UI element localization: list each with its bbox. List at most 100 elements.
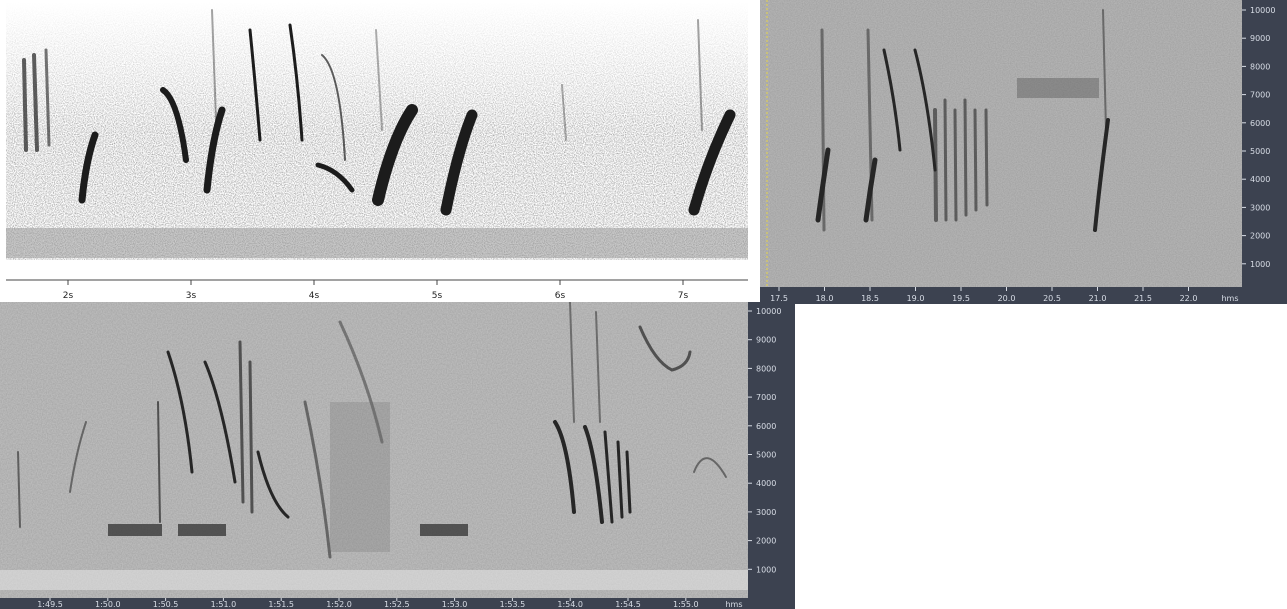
call-b-6 xyxy=(913,48,937,172)
time-tick-label-b: 22.0 xyxy=(1180,294,1198,303)
time-tick-label-b: 20.5 xyxy=(1043,294,1061,303)
call-a-15 xyxy=(375,29,383,131)
spectrogram-b-band xyxy=(1017,78,1099,98)
call-c-3 xyxy=(420,524,468,536)
time-tick-label-c: 1:50.5 xyxy=(153,600,179,609)
spectrogram-a-calls xyxy=(22,9,736,216)
call-b-12 xyxy=(984,108,989,207)
spectrogram-a-time-axis: 2s 3s 4s 5s 6s 7s xyxy=(63,280,689,300)
freq-tick-label-c: 1000 xyxy=(756,565,776,574)
call-c-14 xyxy=(625,450,632,514)
call-b-9 xyxy=(953,108,958,222)
spectrogram-b-time-axis: 17.5 18.0 18.5 19.0 19.5 20.0 20.5 21.0 21.5 22.0… xyxy=(770,287,1239,303)
time-tick-label-b: 21.0 xyxy=(1089,294,1107,303)
time-tick-label-a: 3s xyxy=(186,291,197,300)
call-c-12 xyxy=(603,430,614,524)
spectrogram-b-noise xyxy=(760,0,1242,287)
call-c-21 xyxy=(569,302,575,423)
call-c-16 xyxy=(17,451,21,528)
freq-tick-label-c: 7000 xyxy=(756,393,776,402)
time-tick-label-c: 1:50.0 xyxy=(95,600,121,609)
freq-tick-label-b: 3000 xyxy=(1250,203,1270,212)
call-b-5 xyxy=(882,48,902,152)
call-c-17 xyxy=(69,421,87,493)
freq-tick-label-c: 5000 xyxy=(756,451,776,460)
call-a-13 xyxy=(688,109,736,216)
empty-area xyxy=(795,304,1287,609)
call-a-1 xyxy=(22,58,28,152)
call-a-9 xyxy=(315,162,355,193)
spectrogram-panel-a: 2s 3s 4s 5s 6s 7s xyxy=(0,0,760,300)
time-tick-label-a: 6s xyxy=(555,291,566,300)
call-a-16 xyxy=(697,19,703,131)
spectrogram-c-freq-axis: 10000 9000 8000 7000 6000 5000 4000 3000 2000 100… xyxy=(748,307,781,574)
spectrogram-c-noise-burst xyxy=(330,402,390,552)
call-c-4 xyxy=(166,350,194,474)
time-tick-label-b: 20.0 xyxy=(998,294,1016,303)
spectrogram-a-low-band xyxy=(6,228,748,258)
call-a-12 xyxy=(440,109,478,216)
call-b-14 xyxy=(1102,9,1107,131)
call-c-1 xyxy=(108,524,162,536)
freq-tick-label-b: 4000 xyxy=(1250,175,1270,184)
call-a-14 xyxy=(211,9,217,121)
time-tick-label-c: 1:49.5 xyxy=(37,600,63,609)
time-tick-label-b: 18.0 xyxy=(816,294,834,303)
freq-tick-label-c: 10000 xyxy=(756,307,781,316)
call-b-7 xyxy=(933,108,938,222)
freq-tick-label-b: 10000 xyxy=(1250,6,1275,15)
call-a-10 xyxy=(321,54,346,161)
time-tick-label-c: 1:51.5 xyxy=(268,600,294,609)
call-a-5 xyxy=(160,87,189,163)
call-c-9 xyxy=(256,450,290,519)
call-c-10 xyxy=(553,420,576,514)
time-tick-label-a: 2s xyxy=(63,291,74,300)
spectrogram-a-svg: 2s 3s 4s 5s 6s 7s xyxy=(6,2,748,300)
call-b-13 xyxy=(1093,118,1110,232)
call-c-5 xyxy=(203,360,237,484)
spectrogram-panel-c: 1:49.5 1:50.0 1:50.5 1:51.0 1:51.5 1:52.0 1:52… xyxy=(0,302,795,609)
spectrogram-c-svg: 1:49.5 1:50.0 1:50.5 1:51.0 1:51.5 1:52.0 1:52… xyxy=(0,302,795,609)
call-a-11 xyxy=(372,104,418,206)
spectrogram-c-time-axis: 1:49.5 1:50.0 1:50.5 1:51.0 1:51.5 1:52.0 1:52… xyxy=(37,598,743,609)
time-tick-label-a: 7s xyxy=(678,291,689,300)
call-a-17 xyxy=(561,84,567,141)
time-tick-label-b: 21.5 xyxy=(1134,294,1152,303)
time-tick-label-c: 1:52.0 xyxy=(326,600,352,609)
freq-tick-label-b: 6000 xyxy=(1250,119,1270,128)
spectrogram-b-freq-axis: 10000 9000 8000 7000 6000 5000 4000 3000 2000 100… xyxy=(1242,6,1275,269)
time-tick-label-b: 17.5 xyxy=(770,294,788,303)
freq-tick-label-b: 1000 xyxy=(1250,260,1270,269)
freq-tick-label-c: 9000 xyxy=(756,336,776,345)
spectrogram-a-fade xyxy=(6,2,748,132)
spectrogram-c-freq-bar xyxy=(748,302,795,609)
freq-tick-label-c: 6000 xyxy=(756,422,776,431)
call-c-18 xyxy=(693,457,727,478)
call-c-15 xyxy=(638,325,692,372)
freq-tick-label-c: 4000 xyxy=(756,479,776,488)
call-c-2 xyxy=(178,524,226,536)
freq-tick-label-b: 2000 xyxy=(1250,232,1270,241)
call-c-19 xyxy=(303,400,332,559)
call-b-4 xyxy=(863,157,878,223)
time-tick-label-c: 1:52.5 xyxy=(384,600,410,609)
spectrogram-c-time-bar xyxy=(0,598,748,609)
call-c-11 xyxy=(583,425,604,524)
call-c-8 xyxy=(248,360,254,514)
call-a-2 xyxy=(32,53,39,152)
freq-tick-label-c: 2000 xyxy=(756,537,776,546)
time-unit-label-c: hms xyxy=(725,600,742,609)
freq-tick-label-c: 3000 xyxy=(756,508,776,517)
spectrogram-b-svg: 17.5 18.0 18.5 19.0 19.5 20.0 20.5 21.0 21.5 22.0… xyxy=(760,0,1287,304)
time-tick-label-a: 4s xyxy=(309,291,320,300)
call-a-3 xyxy=(44,48,51,147)
call-b-2 xyxy=(815,147,831,223)
time-tick-label-b: 18.5 xyxy=(861,294,879,303)
time-tick-label-c: 1:53.0 xyxy=(442,600,468,609)
time-tick-label-b: 19.5 xyxy=(952,294,970,303)
time-tick-label-b: 19.0 xyxy=(907,294,925,303)
call-c-22 xyxy=(595,311,601,423)
call-c-13 xyxy=(616,440,624,519)
spectrogram-panel-b: 17.5 18.0 18.5 19.0 19.5 20.0 20.5 21.0 21.5 22.0… xyxy=(760,0,1287,304)
freq-tick-label-b: 8000 xyxy=(1250,62,1270,71)
